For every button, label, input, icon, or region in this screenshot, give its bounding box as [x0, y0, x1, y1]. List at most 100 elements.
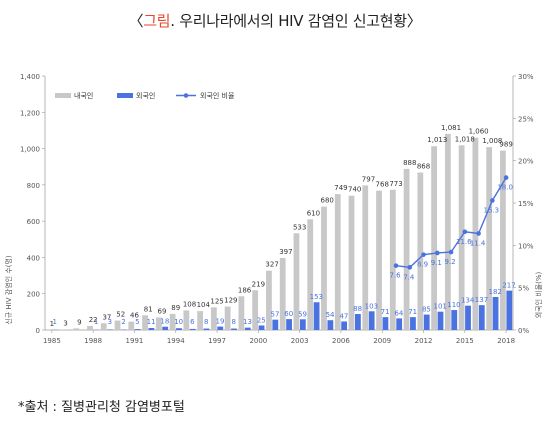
foreign-bar: [272, 319, 279, 330]
ratio-point: [421, 252, 426, 257]
right-axis-tick-label: 5%: [518, 285, 529, 293]
ratio-value-label: 11.4: [470, 239, 486, 247]
foreign-value-label: 57: [271, 311, 280, 319]
x-axis-tick-label: 2009: [373, 337, 391, 345]
domestic-value-label: 9: [77, 318, 81, 326]
domestic-bar: [444, 133, 451, 330]
foreign-bar: [341, 321, 348, 330]
x-axis-tick-label: 1991: [126, 337, 144, 345]
legend-ratio-label: 외국인 비율: [200, 91, 235, 100]
domestic-bar: [183, 310, 190, 330]
foreign-bar: [327, 320, 334, 330]
domestic-bar: [376, 190, 382, 330]
right-axis-title: 외국인 비율(%): [534, 271, 543, 318]
domestic-bar: [472, 137, 479, 330]
foreign-value-label: 71: [408, 308, 417, 316]
foreign-bar: [506, 290, 513, 330]
foreign-value-label: 182: [489, 288, 502, 296]
foreign-value-label: 71: [381, 308, 390, 316]
foreign-value-label: 25: [257, 316, 266, 324]
foreign-value-label: 1: [94, 318, 98, 326]
domestic-value-label: 327: [265, 261, 278, 269]
domestic-value-label: 740: [348, 186, 361, 194]
legend-foreign-swatch: [117, 93, 133, 98]
foreign-bar: [396, 318, 403, 330]
foreign-value-label: 217: [502, 282, 515, 290]
domestic-value-label: 129: [224, 297, 237, 305]
domestic-value-label: 533: [293, 223, 306, 231]
domestic-value-label: 52: [116, 311, 125, 319]
domestic-bar: [389, 189, 396, 330]
domestic-value-label: 3: [63, 319, 67, 327]
ratio-point: [503, 175, 509, 180]
foreign-bar: [189, 328, 196, 330]
foreign-bar: [107, 329, 114, 330]
domestic-bar: [348, 195, 355, 330]
domestic-bar: [500, 150, 506, 330]
ratio-point: [393, 263, 399, 268]
ratio-value-label: 15.3: [484, 206, 500, 214]
left-axis-tick-label: 400: [27, 254, 40, 262]
domestic-value-label: 89: [171, 304, 180, 312]
domestic-bar: [169, 313, 176, 330]
foreign-value-label: 137: [475, 296, 488, 304]
foreign-value-label: 64: [394, 309, 403, 317]
domestic-bar: [73, 328, 80, 330]
foreign-value-label: 88: [353, 305, 362, 313]
foreign-bar: [162, 326, 169, 330]
title-bracket: 〈: [128, 12, 144, 30]
ratio-point: [407, 265, 413, 270]
foreign-bar: [355, 314, 361, 330]
domestic-value-label: 868: [417, 163, 430, 171]
domestic-value-label: 81: [144, 305, 153, 313]
source-note: *출처 : 질병관리청 감염병포털: [18, 400, 185, 415]
domestic-value-label: 610: [307, 209, 320, 217]
foreign-value-label: 59: [298, 310, 307, 318]
domestic-bar: [486, 147, 493, 330]
x-axis-tick-label: 2000: [249, 337, 267, 345]
ratio-point: [476, 231, 481, 236]
foreign-value-label: 60: [284, 310, 293, 318]
domestic-bar: [266, 270, 272, 330]
x-axis-tick-label: 2015: [456, 337, 474, 345]
domestic-bar: [417, 172, 424, 330]
foreign-value-label: 54: [326, 311, 335, 319]
foreign-value-label: 11: [147, 318, 156, 326]
foreign-value-label: 5: [135, 318, 139, 326]
domestic-bar: [59, 329, 66, 330]
foreign-value-label: 8: [204, 318, 208, 326]
foreign-bar: [382, 317, 389, 330]
foreign-value-label: 103: [365, 302, 378, 310]
domestic-bar: [155, 317, 162, 330]
foreign-bar: [244, 327, 251, 330]
domestic-bar: [431, 146, 437, 330]
legend-domestic-swatch: [55, 93, 71, 98]
foreign-value-label: 101: [433, 303, 446, 311]
x-axis-tick-label: 2003: [291, 337, 309, 345]
domestic-value-label: 680: [320, 197, 333, 205]
domestic-bar: [238, 296, 245, 330]
ratio-value-label: 7.4: [403, 273, 415, 281]
domestic-value-label: 219: [252, 280, 265, 288]
left-axis-tick-label: 0: [36, 327, 40, 335]
domestic-value-label: 22: [89, 316, 98, 324]
foreign-value-label: 3: [108, 318, 112, 326]
domestic-bar: [142, 315, 148, 330]
domestic-value-label: 1,013: [427, 136, 447, 144]
foreign-value-label: 18: [160, 318, 169, 326]
foreign-bar: [286, 319, 292, 330]
foreign-value-label: 110: [447, 301, 460, 309]
title-keyword: 그림: [143, 12, 171, 30]
domestic-value-label: 125: [210, 297, 223, 305]
domestic-value-label: 37: [102, 313, 111, 321]
right-axis-tick-label: 0%: [518, 327, 529, 335]
foreign-bar: [437, 311, 444, 330]
foreign-bar: [148, 328, 155, 330]
chart-title: 〈그림. 우리나라에서의 HIV 감염인 신고현황〉: [0, 10, 550, 31]
right-axis-tick-label: 25%: [518, 115, 534, 123]
ratio-point: [434, 250, 440, 256]
domestic-bar: [321, 206, 327, 330]
x-axis-tick-label: 2012: [415, 337, 433, 345]
foreign-bar: [465, 305, 471, 330]
foreign-bar: [217, 326, 224, 330]
